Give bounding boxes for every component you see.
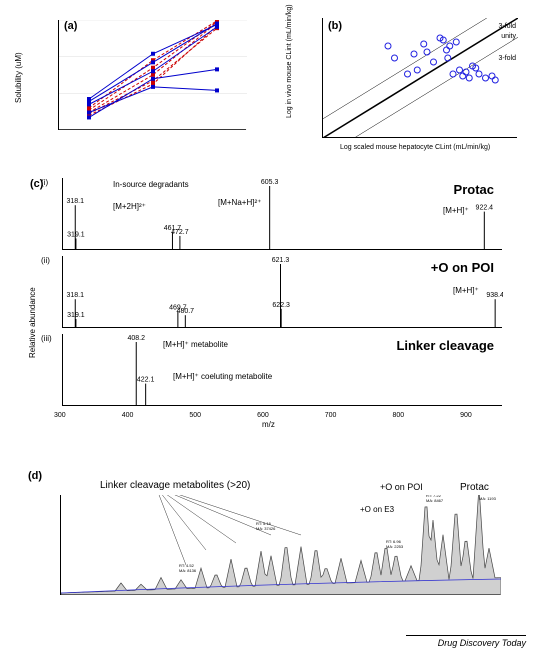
svg-text:922.4: 922.4 [476, 205, 494, 212]
ms-panel-0: 318.1319.1461.7472.7605.3922.41000Protac… [62, 178, 502, 250]
panel-a-plot: 0.1110100Buffer pH7.4FaSSifFeSSif [58, 20, 246, 130]
svg-text:319.1: 319.1 [67, 312, 85, 319]
spectra-container: 318.1319.1461.7472.7605.3922.41000Protac… [30, 178, 525, 426]
svg-text:MA: 8136: MA: 8136 [179, 568, 197, 573]
ms-panel-2: 408.2422.11000Linker cleavage(iii)[M+H]⁺… [62, 334, 502, 406]
ms-title: +O on POI [431, 260, 494, 275]
panel-c-ylabel: Relative abundance [28, 287, 37, 358]
footer: Drug Discovery Today [406, 635, 526, 648]
svg-text:MA: 8467: MA: 8467 [426, 498, 444, 503]
panel-d-svg: 0200040006000800010.0002.03.04.04.55.05.… [61, 495, 501, 595]
panel-a-svg: 0.1110100Buffer pH7.4FaSSifFeSSif [59, 20, 247, 130]
ann-protac: Protac [460, 482, 489, 493]
svg-text:938.4: 938.4 [486, 292, 503, 299]
svg-text:422.1: 422.1 [137, 377, 155, 384]
ms-title: Protac [454, 182, 494, 197]
svg-text:unity: unity [501, 33, 516, 40]
svg-text:3-fold: 3-fold [498, 55, 516, 62]
svg-text:319.1: 319.1 [67, 231, 85, 238]
svg-text:622.3: 622.3 [272, 302, 290, 309]
panel-b-ylabel: Log in vivo mouse CLint (mL/min/kg) [286, 4, 293, 118]
ms-panel-1: 318.1319.1469.7480.7621.3622.3938.41000+… [62, 256, 502, 328]
svg-text:MA: 2253: MA: 2253 [386, 544, 404, 549]
panel-a: (a) 0.1110100Buffer pH7.4FaSSifFeSSif So… [10, 8, 260, 153]
svg-text:318.1: 318.1 [66, 198, 84, 205]
ms-title: Linker cleavage [396, 338, 494, 353]
svg-text:MA: 37426: MA: 37426 [256, 526, 276, 531]
ann-linker: Linker cleavage metabolites (>20) [100, 480, 250, 491]
svg-text:621.3: 621.3 [272, 257, 290, 264]
ann-e3: +O on E3 [360, 505, 394, 514]
svg-text:3-fold: 3-fold [498, 23, 516, 30]
chromatogram: 0200040006000800010.0002.03.04.04.55.05.… [60, 495, 500, 595]
panel-d-label: (d) [28, 470, 42, 482]
panel-d: (d) 0200040006000800010.0002.03.04.04.55… [20, 470, 530, 615]
panel-b-plot: 3-foldunity3-fold23452345 [322, 18, 517, 138]
panel-b: (b) 3-foldunity3-fold23452345 Log in viv… [280, 8, 535, 153]
panel-c: (c) Relative abundance 318.1319.1461.747… [30, 178, 525, 458]
svg-text:472.7: 472.7 [171, 229, 189, 236]
svg-text:605.3: 605.3 [261, 179, 279, 186]
svg-text:408.2: 408.2 [127, 335, 145, 342]
panel-b-xlabel: Log scaled mouse hepatocyte CLint (mL/mi… [340, 144, 490, 151]
panel-a-ylabel: Solubility (uM) [14, 52, 23, 103]
panel-b-svg: 3-foldunity3-fold23452345 [323, 18, 518, 138]
svg-text:318.1: 318.1 [66, 292, 84, 299]
svg-text:MA: 1193: MA: 1193 [479, 496, 497, 501]
ann-poi: +O on POI [380, 482, 423, 492]
ms-roman: (ii) [41, 256, 50, 265]
ms-roman: (iii) [41, 334, 52, 343]
svg-text:480.7: 480.7 [177, 308, 195, 315]
ms-roman: (i) [41, 178, 48, 187]
